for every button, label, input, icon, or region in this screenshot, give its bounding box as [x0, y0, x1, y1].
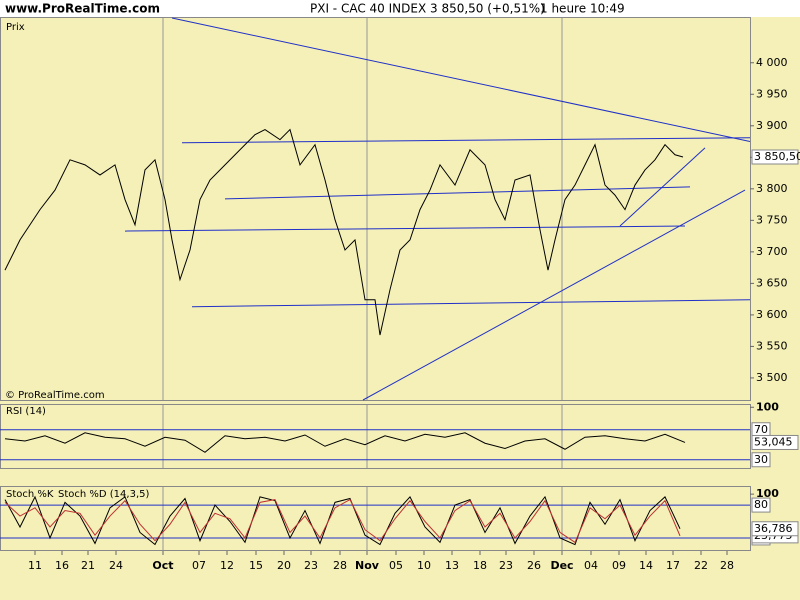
- x-tick-label: 07: [192, 559, 206, 572]
- x-tick-label: 16: [55, 559, 69, 572]
- header-bar: [0, 0, 800, 17]
- x-tick-label: 11: [28, 559, 42, 572]
- level-label: 80: [754, 498, 768, 511]
- level-label: 30: [754, 453, 768, 466]
- x-tick-label: Nov: [355, 559, 380, 572]
- credit: © ProRealTime.com: [5, 390, 105, 401]
- x-tick-label: 20: [277, 559, 291, 572]
- y-tick-label: 3 750: [756, 213, 788, 226]
- x-tick-label: 05: [389, 559, 403, 572]
- level-box: [751, 497, 771, 513]
- y-tick-label: 3 550: [756, 339, 788, 352]
- stoch-frame: [0, 486, 751, 551]
- x-tick-label: Oct: [152, 559, 173, 572]
- x-tick-label: 14: [639, 559, 653, 572]
- level-box: [751, 452, 771, 468]
- x-tick-label: 23: [499, 559, 513, 572]
- panel-label: RSI (14): [6, 406, 46, 417]
- series-line: [4, 495, 681, 546]
- series-line: [4, 432, 686, 453]
- x-tick-label: 15: [249, 559, 263, 572]
- x-tick-label: 21: [81, 559, 95, 572]
- x-tick-label: 28: [333, 559, 347, 572]
- trendline: [362, 189, 746, 401]
- x-tick-label: 24: [109, 559, 123, 572]
- x-tick-label: 12: [220, 559, 234, 572]
- y-tick-label: 3 900: [756, 119, 788, 132]
- x-tick-label: 18: [473, 559, 487, 572]
- last-value-label: 3 850,50: [754, 150, 800, 163]
- instrument: PXI - CAC 40 INDEX: [310, 2, 426, 16]
- trendline: [124, 225, 686, 232]
- last-value-box: [751, 521, 799, 537]
- x-tick-label: 13: [445, 559, 459, 572]
- x-tick-label: 09: [612, 559, 626, 572]
- last-value-label: 36,786: [754, 522, 793, 535]
- trendline: [181, 137, 751, 144]
- legend-entry: Stoch %D (14,3,5): [58, 489, 149, 500]
- price-frame: [0, 17, 751, 401]
- trendline: [191, 299, 751, 308]
- y-tick-label: 3 600: [756, 308, 788, 321]
- series-line: [4, 128, 684, 336]
- time: 10:49: [590, 2, 625, 16]
- level-label: 70: [754, 423, 768, 436]
- x-tick-label: Dec: [550, 559, 573, 572]
- trendline: [224, 186, 691, 200]
- y-tick-label: 3 950: [756, 87, 788, 100]
- legend-entry: Stoch %K: [6, 489, 54, 500]
- y-tick-label: 3 650: [756, 276, 788, 289]
- y-tick-label: 100: [756, 487, 779, 500]
- y-tick-label: 100: [756, 400, 779, 413]
- last-value-box: [751, 434, 799, 450]
- x-tick-label: 26: [527, 559, 541, 572]
- period: 1 heure: [540, 2, 586, 16]
- panel-label: Prix: [6, 22, 25, 33]
- x-tick-label: 23: [304, 559, 318, 572]
- trendline: [619, 147, 706, 227]
- y-tick-label: 3 800: [756, 182, 788, 195]
- series-line: [4, 498, 681, 544]
- y-tick-label: 3 700: [756, 245, 788, 258]
- rsi-frame: [0, 404, 751, 469]
- y-tick-label: 4 000: [756, 56, 788, 69]
- x-tick-label: 10: [417, 559, 431, 572]
- y-tick-label: 3 500: [756, 371, 788, 384]
- x-tick-label: 17: [666, 559, 680, 572]
- quote: 3 850,50 (+0,51%): [430, 2, 545, 16]
- last-value-box: [751, 149, 799, 165]
- x-tick-label: 22: [694, 559, 708, 572]
- trendline: [171, 17, 751, 143]
- site: www.ProRealTime.com: [5, 2, 160, 16]
- last-value-label: 53,045: [754, 435, 793, 448]
- x-tick-label: 04: [584, 559, 598, 572]
- x-tick-label: 28: [720, 559, 734, 572]
